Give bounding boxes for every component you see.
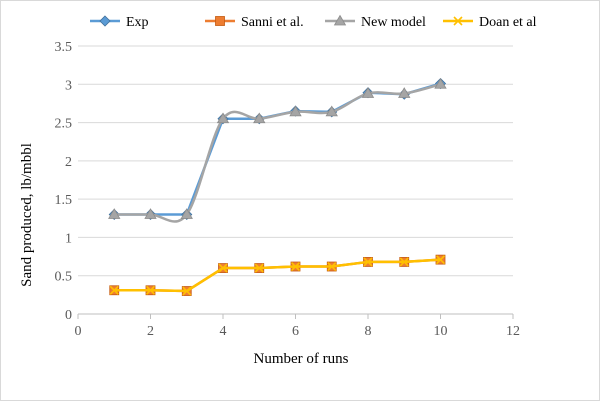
data-point-doan-et-al <box>254 263 264 273</box>
data-point-doan-et-al <box>145 285 156 295</box>
data-point-new-model <box>361 87 375 98</box>
y-tick-label: 1.5 <box>55 193 73 208</box>
legend-marker <box>333 14 347 26</box>
y-tick-label: 1 <box>65 231 72 246</box>
data-point-new-model <box>144 208 157 219</box>
x-tick-label: 0 <box>75 324 82 339</box>
x-axis-label: Number of runs <box>254 351 349 367</box>
data-point-doan-et-al <box>435 255 446 265</box>
y-tick-labels: 0 0.5 1 1.5 2 2.5 3 3.5 <box>55 40 73 323</box>
legend-label: New model <box>361 15 426 30</box>
series-doan-et-al <box>109 255 446 296</box>
data-point-new-model <box>253 112 266 124</box>
data-point-doan-et-al <box>290 261 301 272</box>
data-point-new-model <box>434 77 447 89</box>
data-point-new-model <box>289 105 302 117</box>
y-tick-label: 0 <box>65 308 72 323</box>
data-point-doan-et-al <box>363 257 373 267</box>
legend-label: Exp <box>126 15 149 30</box>
legend-marker <box>453 16 463 26</box>
series-line-doan-et-al <box>114 258 441 293</box>
legend: Exp Sanni et al. New model Doan et al <box>90 14 537 30</box>
legend-marker <box>99 15 111 27</box>
plot-area <box>108 77 447 296</box>
y-tick-label: 2 <box>65 155 72 170</box>
series-line-new-model <box>114 83 441 223</box>
x-tick-labels: 0 2 4 6 8 10 12 <box>75 324 521 339</box>
legend-item-exp: Exp <box>90 15 149 30</box>
x-tick-label: 4 <box>220 324 227 339</box>
y-tick-label: 3.5 <box>55 40 73 55</box>
y-axis-label: Sand produced, lb/mbbl <box>19 143 35 287</box>
data-point-doan-et-al <box>218 263 228 273</box>
data-point-new-model <box>398 87 411 98</box>
data-point-new-model <box>180 208 193 219</box>
legend-item-sanni-et-al: Sanni et al. <box>205 15 304 30</box>
data-point-new-model <box>216 112 230 124</box>
legend-item-doan-et-al: Doan et al <box>443 15 537 30</box>
y-tick-label: 2.5 <box>55 117 73 132</box>
series-line-exp <box>114 82 441 216</box>
data-point-doan-et-al <box>327 261 337 272</box>
data-point-doan-et-al <box>182 286 192 296</box>
series-new-model <box>108 77 447 223</box>
x-tick-label: 8 <box>365 324 372 339</box>
data-point-doan-et-al <box>399 257 409 267</box>
x-tick-label: 2 <box>147 324 154 339</box>
y-tick-label: 0.5 <box>55 270 73 285</box>
x-tick-label: 12 <box>506 324 520 339</box>
data-point-doan-et-al <box>109 285 119 295</box>
axes <box>77 313 514 319</box>
data-point-new-model <box>325 105 338 117</box>
x-tick-label: 10 <box>434 324 448 339</box>
legend-marker <box>215 16 225 26</box>
y-tick-label: 3 <box>65 78 72 93</box>
legend-label: Doan et al <box>479 15 537 30</box>
legend-item-new-model: New model <box>325 14 426 30</box>
series-exp <box>108 77 447 221</box>
gridlines <box>78 45 513 277</box>
x-tick-label: 6 <box>292 324 299 339</box>
data-point-new-model <box>108 208 121 219</box>
legend-label: Sanni et al. <box>241 15 304 30</box>
